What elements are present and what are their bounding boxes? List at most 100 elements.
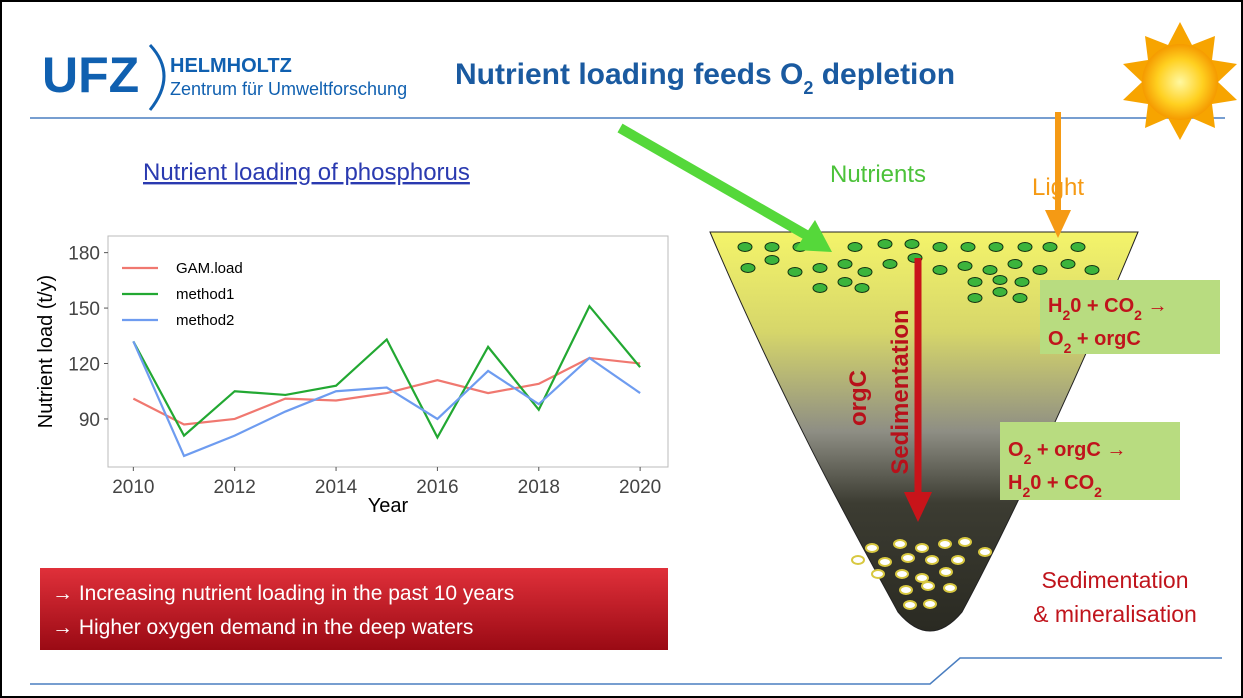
y-tick-label: 150 xyxy=(68,299,100,320)
algae xyxy=(1015,278,1029,287)
text-part: + orgC xyxy=(1071,328,1140,350)
algae xyxy=(848,243,862,252)
algae xyxy=(765,256,779,265)
algae xyxy=(741,264,755,273)
algae xyxy=(961,243,975,252)
sediment xyxy=(922,582,934,590)
sediment xyxy=(959,538,971,546)
org: HELMHOLTZ xyxy=(170,55,292,77)
algae xyxy=(1061,260,1075,269)
algae xyxy=(765,243,779,252)
algae xyxy=(968,278,982,287)
subscript: 2 xyxy=(1134,307,1142,323)
algae xyxy=(788,268,802,277)
algae xyxy=(933,266,947,275)
sediment xyxy=(900,586,912,594)
algae xyxy=(883,260,897,269)
sediment xyxy=(926,556,938,564)
sediment xyxy=(940,568,952,576)
algae xyxy=(993,288,1007,297)
subscript: 2 xyxy=(1062,307,1070,323)
sediment xyxy=(902,554,914,562)
sediment xyxy=(952,556,964,564)
sediment xyxy=(924,600,936,608)
x-axis-label: Year xyxy=(368,495,409,517)
subscript: 2 xyxy=(1024,451,1032,467)
sediment xyxy=(872,570,884,578)
sedimentation-label: Sedimentation xyxy=(887,309,914,474)
y-axis-label: Nutrient load (t/y) xyxy=(35,275,57,428)
sediment xyxy=(904,601,916,609)
y-tick-label: 120 xyxy=(68,355,100,376)
text-part: H xyxy=(1048,295,1062,317)
algae xyxy=(838,278,852,287)
text-part: O xyxy=(1048,328,1064,350)
algae xyxy=(1008,260,1022,269)
y-tick-label: 180 xyxy=(68,244,100,265)
legend-label: method2 xyxy=(176,312,234,329)
text-part: → xyxy=(1142,295,1168,317)
nutrients-label: Nutrients xyxy=(830,161,926,188)
algae xyxy=(993,276,1007,285)
algae xyxy=(958,262,972,271)
x-tick-label: 2016 xyxy=(416,477,458,498)
logo: UFZ xyxy=(42,47,139,103)
mineral-label: Sedimentation xyxy=(1041,567,1188,593)
algae xyxy=(1071,243,1085,252)
link[interactable]: Nutrient loading of phosphorus xyxy=(143,159,470,186)
sediment xyxy=(944,584,956,592)
org-sub: Zentrum für Umweltforschung xyxy=(170,79,407,99)
algae xyxy=(1018,243,1032,252)
algae xyxy=(878,240,892,249)
sediment xyxy=(979,548,991,556)
algae xyxy=(813,264,827,273)
sediment xyxy=(852,556,864,564)
subscript: 2 xyxy=(1022,484,1030,500)
algae xyxy=(1033,266,1047,275)
text-part: Nutrient loading feeds O xyxy=(455,58,803,91)
x-tick-label: 2012 xyxy=(214,477,256,498)
sediment xyxy=(866,544,878,552)
y-tick-label: 90 xyxy=(79,410,100,431)
algae xyxy=(855,284,869,293)
legend-label: method1 xyxy=(176,286,234,303)
sediment xyxy=(896,570,908,578)
subscript: 2 xyxy=(803,78,813,98)
text-part: depletion xyxy=(813,58,955,91)
algae xyxy=(933,243,947,252)
sediment xyxy=(939,540,951,548)
algae xyxy=(1043,243,1057,252)
light-label: Light xyxy=(1032,174,1084,201)
text-part: 0 + CO xyxy=(1070,295,1134,317)
algae xyxy=(989,243,1003,252)
sediment xyxy=(879,558,891,566)
x-tick-label: 2018 xyxy=(518,477,560,498)
x-tick-label: 2020 xyxy=(619,477,661,498)
legend-label: GAM.load xyxy=(176,260,243,277)
subscript: 2 xyxy=(1094,484,1102,500)
text-part: 0 + CO xyxy=(1030,472,1094,494)
orgc-label: orgC xyxy=(845,370,872,426)
sediment xyxy=(894,540,906,548)
algae xyxy=(968,294,982,303)
algae xyxy=(738,243,752,252)
algae xyxy=(838,260,852,269)
algae xyxy=(905,240,919,249)
algae xyxy=(983,266,997,275)
subscript: 2 xyxy=(1064,340,1072,356)
algae xyxy=(1085,266,1099,275)
callout-line: → Increasing nutrient loading in the pas… xyxy=(52,582,514,605)
text-part: + orgC → xyxy=(1031,439,1126,461)
algae xyxy=(813,284,827,293)
text-part: H xyxy=(1008,472,1022,494)
mineral-label: & mineralisation xyxy=(1033,601,1197,627)
sediment xyxy=(916,544,928,552)
algae xyxy=(858,268,872,277)
x-tick-label: 2014 xyxy=(315,477,358,498)
sediment xyxy=(916,574,928,582)
algae xyxy=(1013,294,1027,303)
x-tick-label: 2010 xyxy=(112,477,154,498)
slide: UFZ HELMHOLTZ Zentrum für Umweltforschun… xyxy=(0,0,1243,698)
text-part: O xyxy=(1008,439,1024,461)
callout-line: → Higher oxygen demand in the deep water… xyxy=(52,616,473,639)
